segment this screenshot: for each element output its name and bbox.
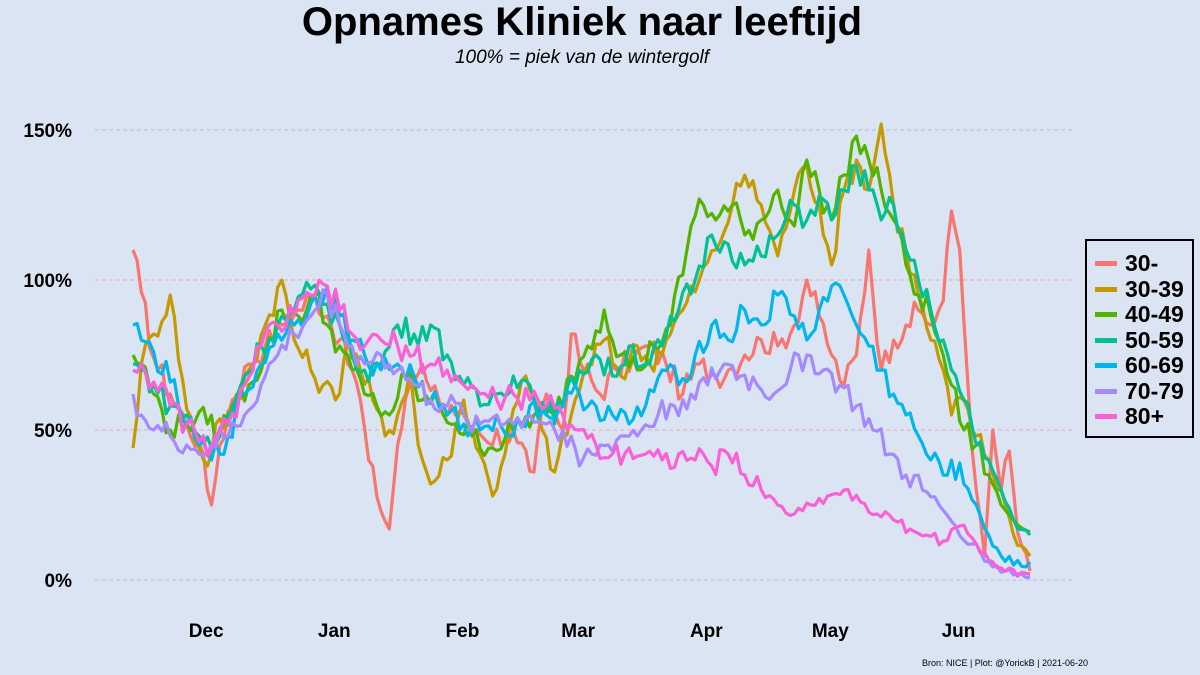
legend-key: [1095, 337, 1117, 343]
legend-key: [1095, 312, 1117, 318]
legend-label: 70-79: [1125, 377, 1184, 404]
legend-item: 80+: [1095, 403, 1192, 430]
x-tick-label: Dec: [189, 621, 224, 642]
legend-item: 60-69: [1095, 352, 1192, 379]
legend-label: 50-59: [1125, 326, 1184, 353]
series-line-40-49: [131, 134, 1031, 534]
x-tick-label: Feb: [446, 621, 480, 642]
x-tick-label: May: [812, 621, 849, 642]
y-tick-label: 50%: [34, 421, 72, 442]
legend-key: [1095, 363, 1117, 369]
y-tick-label: 150%: [23, 121, 72, 142]
y-tick-label: 0%: [45, 571, 73, 592]
legend-key: [1095, 388, 1117, 394]
series-line-60-69: [132, 281, 1032, 569]
y-tick-label: 100%: [23, 271, 72, 292]
series-line-30-39: [131, 122, 1032, 557]
x-tick-label: Mar: [561, 621, 595, 642]
legend-item: 50-59: [1095, 326, 1192, 354]
chart-title: Opnames Kliniek naar leeftijd: [301, 0, 863, 44]
legend-key: [1095, 414, 1117, 420]
series-line-30-: [131, 209, 1032, 572]
chart-subtitle: 100% = piek van de wintergolf: [454, 47, 710, 68]
legend-item: 30-: [1095, 250, 1192, 277]
legend-item: 40-49: [1095, 301, 1192, 328]
legend-label: 40-49: [1125, 301, 1184, 328]
legend-label: 80+: [1125, 403, 1165, 430]
x-tick-label: Jan: [318, 621, 351, 642]
series-line-80+: [132, 278, 1031, 578]
x-tick-label: Jun: [942, 621, 976, 642]
legend: 30- 30-39 40-49 50-59 60-69 70-79 80+: [1085, 239, 1194, 438]
x-tick-label: Apr: [690, 621, 723, 642]
legend-key: [1095, 286, 1117, 292]
series-line-70-79: [131, 288, 1031, 580]
legend-key: [1095, 261, 1117, 267]
legend-label: 30-: [1125, 250, 1159, 277]
series-line-50-59: [132, 164, 1032, 537]
legend-label: 60-69: [1125, 352, 1184, 379]
legend-label: 30-39: [1125, 275, 1184, 302]
line-chart: 0% 50% 100% 150% Dec Jan Feb Mar Apr May Jun: [23, 121, 1075, 642]
source-caption: Bron: NICE | Plot: @YorickB | 2021-06-20: [921, 658, 1088, 668]
legend-item: 70-79: [1095, 377, 1192, 405]
legend-item: 30-39: [1095, 275, 1192, 303]
